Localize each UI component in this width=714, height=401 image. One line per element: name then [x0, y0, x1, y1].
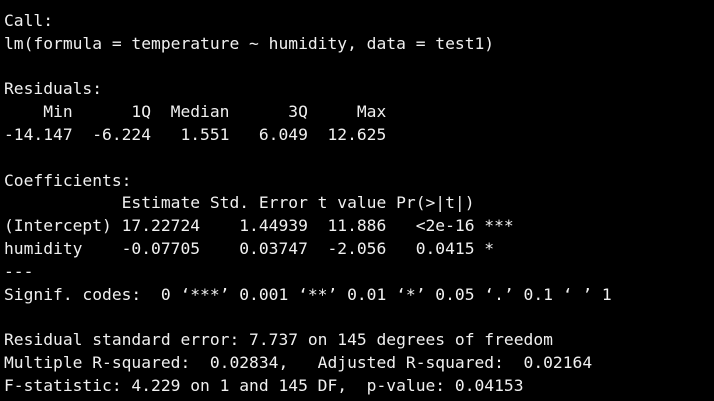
- blank-line: [4, 56, 714, 79]
- residual-standard-error: Residual standard error: 7.737 on 145 de…: [4, 330, 553, 350]
- separator-line: ---: [4, 261, 34, 281]
- blank-line: [4, 306, 714, 329]
- residuals-values: -14.147 -6.224 1.551 6.049 12.625: [4, 124, 397, 144]
- call-formula: lm(formula = temperature ~ humidity, dat…: [4, 33, 495, 53]
- coefficients-header: Coefficients:: [4, 170, 132, 190]
- residuals-header: Residuals:: [4, 79, 103, 99]
- call-header: Call:: [4, 11, 54, 30]
- coefficients-row-humidity: humidity -0.07705 0.03747 -2.056 0.0415 …: [4, 238, 514, 258]
- r-squared-line: Multiple R-squared: 0.02834, Adjusted R-…: [4, 352, 602, 372]
- coefficients-row-intercept: (Intercept) 17.22724 1.44939 11.886 <2e-…: [4, 216, 514, 236]
- signif-codes: Signif. codes: 0 ‘***’ 0.001 ‘**’ 0.01 ‘…: [4, 284, 612, 304]
- blank-line: [4, 147, 714, 170]
- residuals-labels: Min 1Q Median 3Q Max: [4, 102, 397, 122]
- coefficients-columns: Estimate Std. Error t value Pr(>|t|): [4, 193, 514, 213]
- f-statistic-line: F-statistic: 4.229 on 1 and 145 DF, p-va…: [4, 375, 524, 395]
